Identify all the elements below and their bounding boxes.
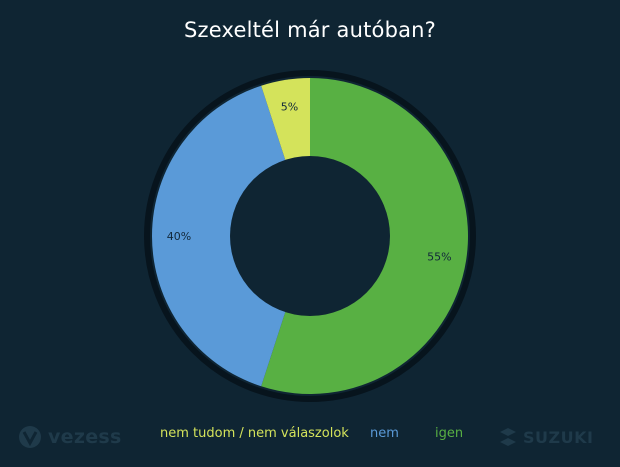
- outer-ring: [144, 70, 476, 402]
- slice-label-0: 55%: [427, 250, 451, 263]
- vezess-logo-text: vezess: [48, 426, 122, 448]
- suzuki-logo: SUZUKI: [498, 426, 593, 448]
- vezess-logo-icon: [19, 426, 41, 448]
- legend: nem tudom / nem válaszolok nem igen: [0, 426, 620, 446]
- chart-title: Szexeltél már autóban?: [183, 18, 437, 42]
- legend-item-igen: igen: [435, 426, 464, 441]
- slice-label-2: 5%: [281, 101, 298, 114]
- vezess-logo: vezess: [18, 424, 122, 450]
- suzuki-logo-icon: [500, 428, 516, 446]
- legend-item-nem-tudom: nem tudom / nem válaszolok: [160, 426, 349, 441]
- donut-hole: [230, 156, 390, 316]
- slice-label-1: 40%: [167, 230, 191, 243]
- suzuki-logo-text: SUZUKI: [523, 427, 594, 447]
- legend-item-nem: nem: [370, 426, 399, 441]
